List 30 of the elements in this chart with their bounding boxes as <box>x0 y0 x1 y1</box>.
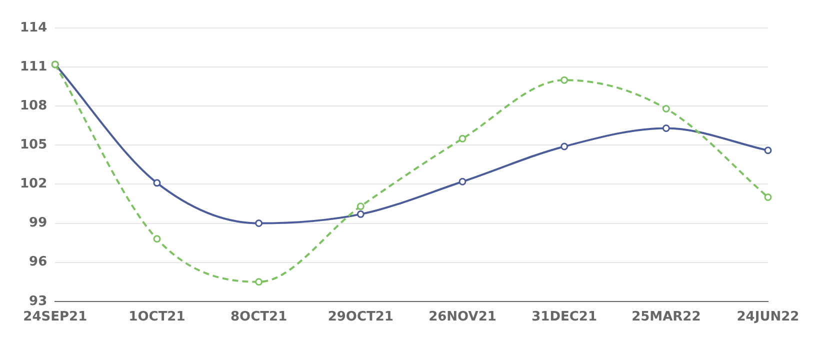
x-tick-label: 1OCT21 <box>128 310 186 325</box>
x-tick-label: 25MAR22 <box>632 310 701 325</box>
y-tick-label: 102 <box>20 176 48 192</box>
point <box>458 134 466 142</box>
y-tick-label: 105 <box>20 138 48 153</box>
x-tick-label: 26NOV21 <box>428 310 496 325</box>
x-tick-label: 24SEP21 <box>23 310 88 325</box>
point <box>662 124 670 132</box>
point <box>255 220 263 228</box>
point <box>356 210 364 218</box>
x-tick-label: 29OCT21 <box>328 310 394 325</box>
point <box>764 194 772 201</box>
y-tick-label: 111 <box>20 59 48 74</box>
y-tick-label: 96 <box>29 254 48 270</box>
y-tick-label: 114 <box>20 20 48 36</box>
x-tick-label: 31DEC21 <box>532 310 598 325</box>
point <box>153 235 161 243</box>
point <box>356 202 364 210</box>
x-tick-label: 8OCT21 <box>230 310 288 325</box>
y-tick-label: 108 <box>20 98 48 114</box>
point <box>662 104 670 112</box>
point <box>458 178 466 186</box>
point <box>153 179 161 187</box>
point <box>764 146 772 154</box>
point <box>560 142 568 150</box>
point <box>560 76 568 84</box>
y-tick-label: 93 <box>29 294 48 309</box>
point <box>255 278 263 286</box>
y-tick-label: 99 <box>29 216 48 231</box>
x-tick-label: 24JUN22 <box>736 310 800 325</box>
